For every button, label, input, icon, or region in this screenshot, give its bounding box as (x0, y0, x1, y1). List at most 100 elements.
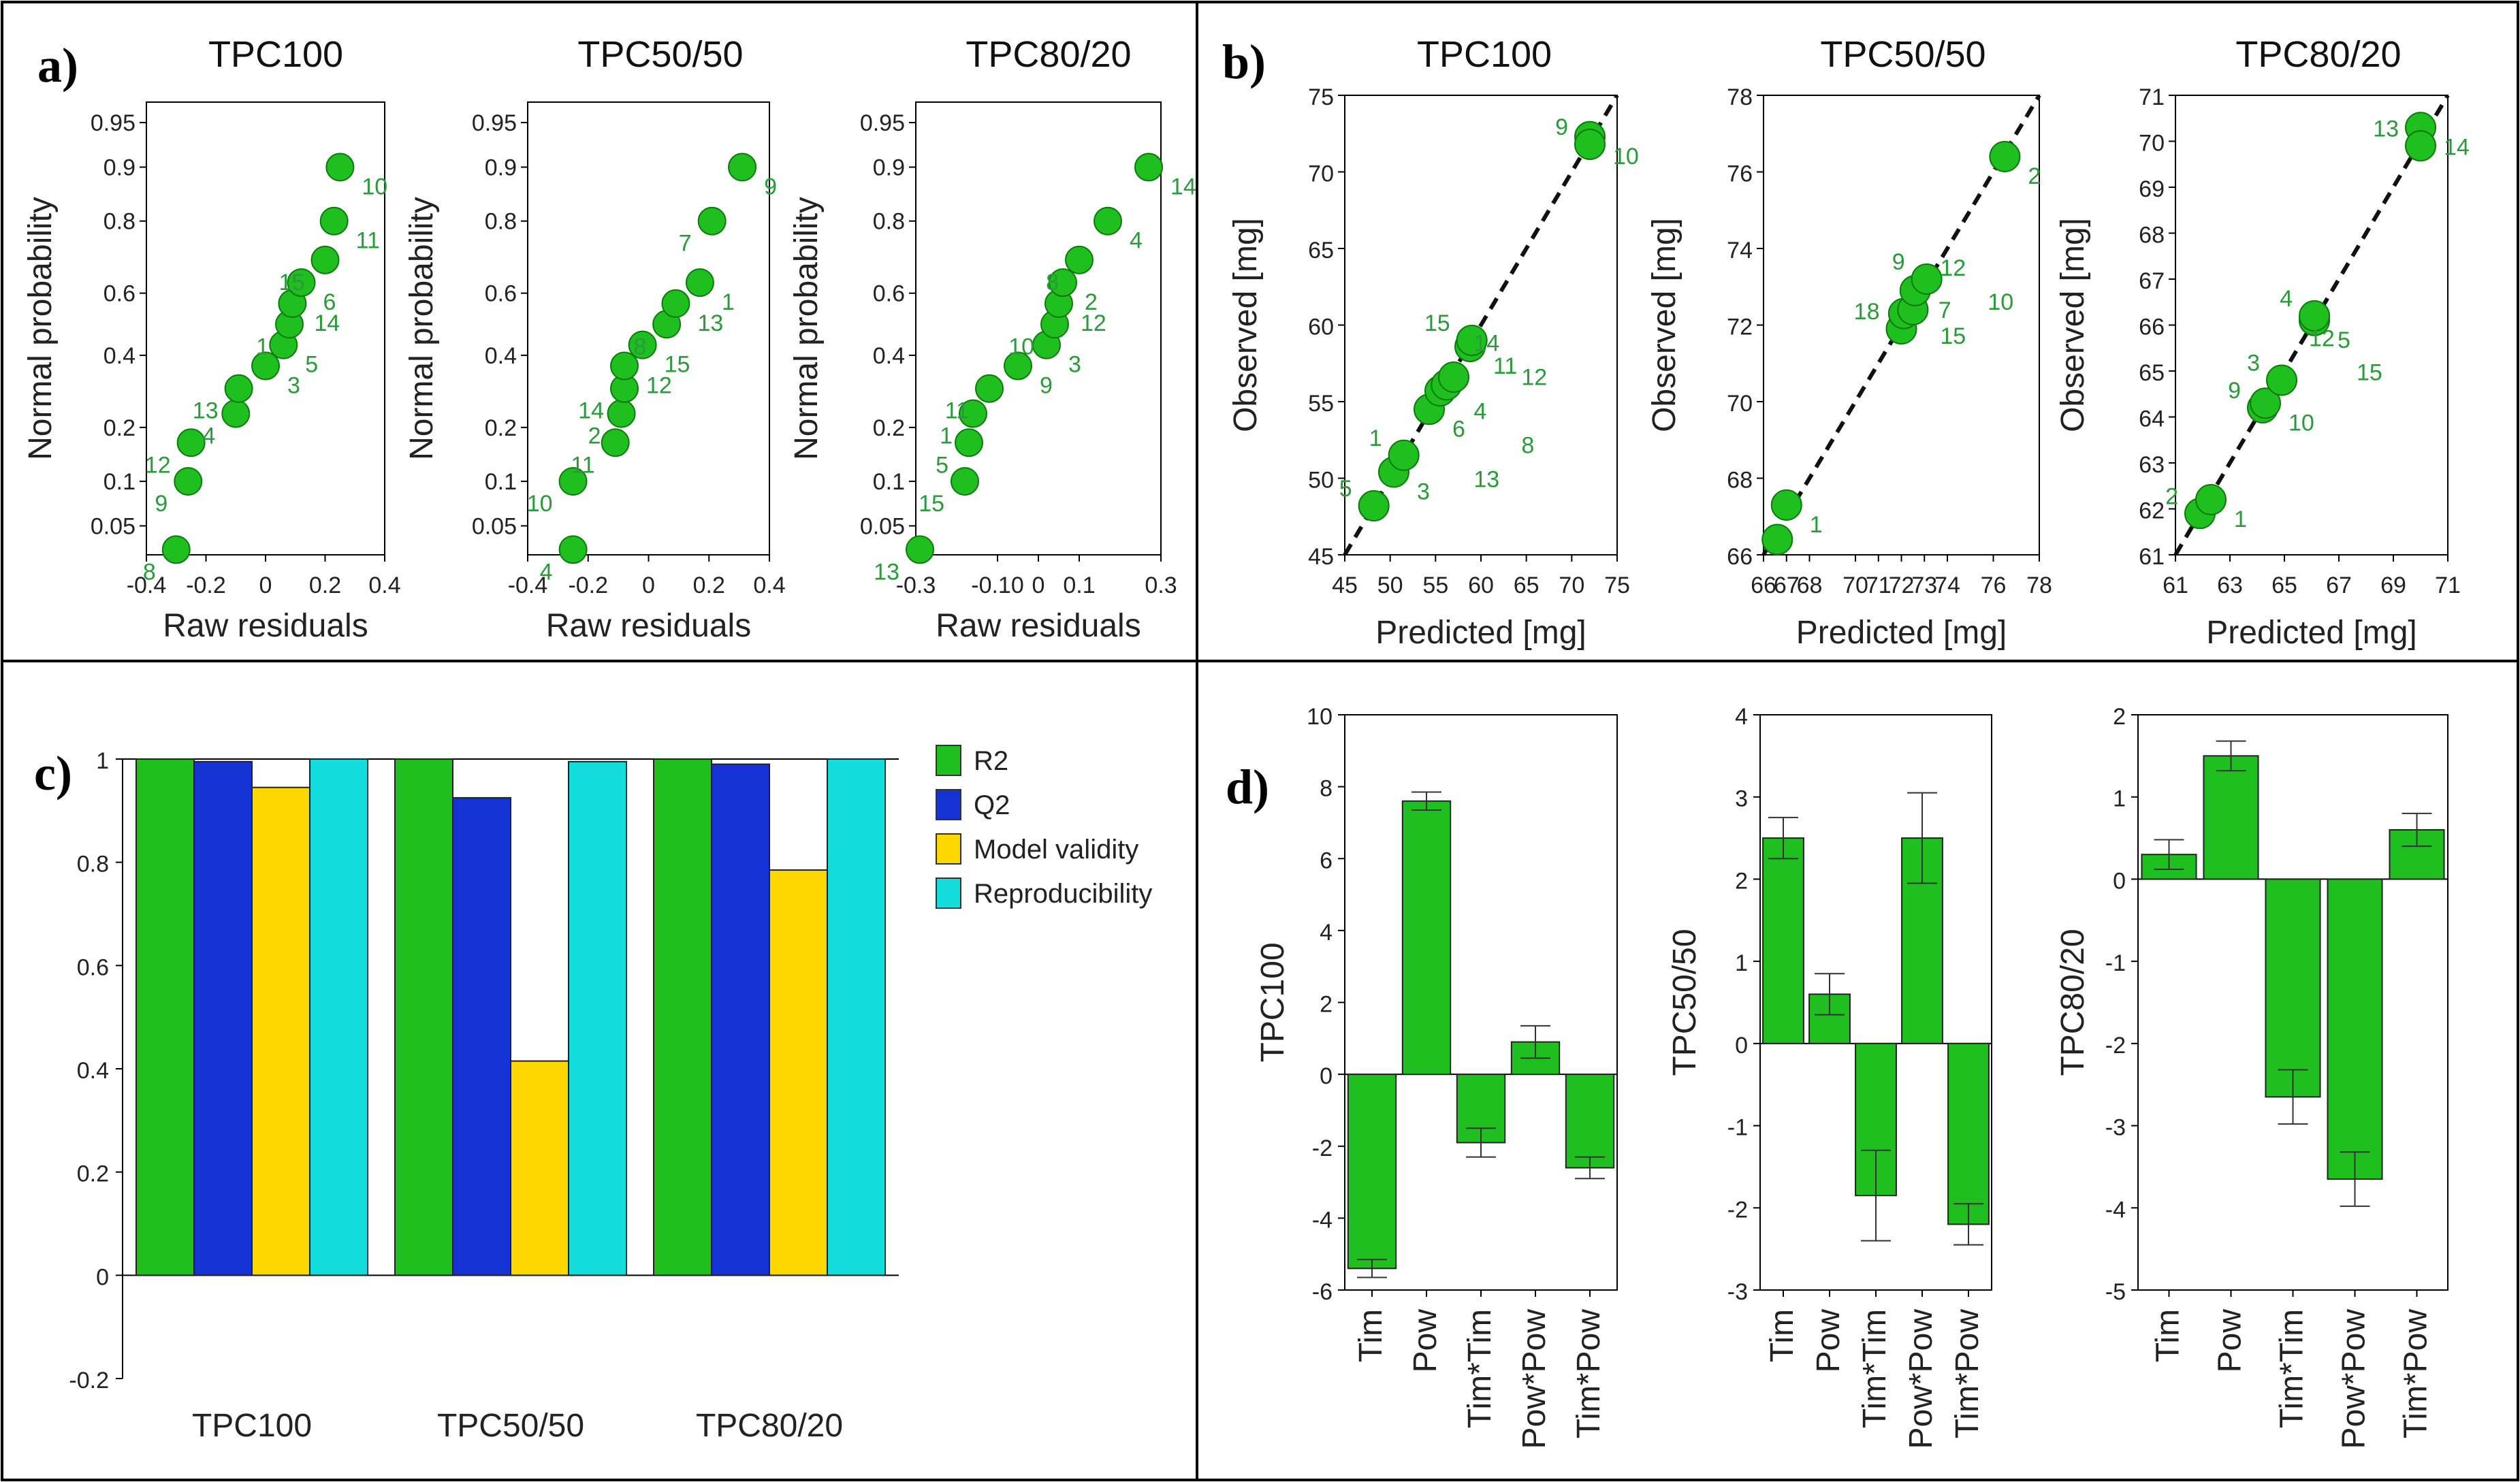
point-label: 10 (2288, 410, 2314, 436)
data-point (628, 330, 657, 359)
y-tick-label: 75 (1308, 84, 1334, 110)
bar-reproducibility (309, 758, 368, 1276)
y-tick-label: 2 (1320, 992, 1333, 1018)
point-annotation: 15 (2357, 360, 2382, 386)
panel-label-d: d) (1226, 760, 1269, 814)
data-point (1065, 245, 1094, 274)
title-b-tpc8020: TPC80/20 (2235, 34, 2401, 75)
y-tick-label: 0.9 (485, 155, 517, 181)
data-point (1004, 351, 1032, 381)
x-axis-label: Predicted [mg] (1375, 615, 1586, 651)
point-label: 15 (279, 270, 305, 295)
y-tick-label: 66 (1727, 544, 1753, 570)
legend-label: Q2 (974, 790, 1010, 820)
y-axis-label: TPC100 (1255, 942, 1291, 1062)
point-label: 7 (679, 231, 692, 257)
x-category-label: TPC100 (192, 1408, 312, 1444)
point-label: 8 (1046, 270, 1059, 295)
x-category-label: TPC50/50 (437, 1408, 584, 1444)
coef-d2: -3 -2 -1 0 1 2 3 4 TPC50/50 Tim Pow Tim*Tim Pow*Pow T… (1667, 704, 1992, 1449)
x-tick-label: 78 (2026, 573, 2052, 598)
point-label: 1 (256, 334, 269, 359)
x-tick-label: 0.4 (368, 573, 400, 598)
coefficient-bar (2327, 878, 2383, 1180)
x-tick-label: -0.2 (186, 573, 226, 598)
x-tick-label: 0 (642, 573, 655, 598)
legend-label: Reproducibility (974, 879, 1152, 909)
x-tick-label: 0.1 (1063, 573, 1095, 598)
point-label: 10 (527, 491, 553, 517)
y-axis-label: Normal probability (404, 197, 440, 460)
x-tick-label: 74 (1934, 573, 1960, 598)
ovp-b3: 61 62 63 64 65 66 67 68 69 70 71 61 63 65 67 69 71 Predic… (2055, 84, 2470, 651)
point-annotation: 12 (2309, 326, 2335, 352)
y-tick-label: 63 (2139, 452, 2165, 478)
data-point (2405, 130, 2436, 162)
data-point (955, 428, 983, 457)
point-label: 9 (1892, 249, 1905, 275)
charts-layer: 0.050.10.20.40.60.80.90.95-0.4 -0.2 0 0.2 0.… (22, 84, 2470, 1449)
error-bar (1861, 1149, 1891, 1242)
data-point (951, 467, 979, 496)
y-tick-label: 0.6 (103, 281, 135, 307)
panel-d-frame (1196, 660, 2519, 1481)
y-tick-label: 0 (96, 1264, 109, 1290)
x-tick-label: 0.3 (1145, 573, 1177, 598)
data-point (1094, 206, 1122, 236)
data-point (607, 399, 636, 428)
coefficient-bar (1401, 800, 1452, 1076)
point-label: 10 (1613, 144, 1639, 170)
error-bar (2402, 812, 2432, 848)
x-axis-label: Raw residuals (936, 608, 1141, 644)
data-point (610, 351, 639, 381)
point-label: 9 (764, 174, 777, 200)
bar-model-validity (769, 869, 828, 1276)
y-tick-label: 1 (2113, 786, 2126, 812)
x-tick-label: 0.2 (309, 573, 341, 598)
bar-q2 (711, 763, 770, 1276)
error-bar (1411, 791, 1441, 811)
y-tick-label: -4 (2105, 1197, 2126, 1223)
point-label: 4 (1130, 228, 1143, 254)
x-tick-label: 60 (1468, 573, 1494, 598)
x-tick-label: 71 (2435, 573, 2461, 598)
y-tick-label: 1 (1735, 950, 1748, 976)
y-tick-label: -2 (1727, 1197, 1748, 1223)
x-tick-label: 0.4 (753, 573, 785, 598)
y-axis-label: Normal probability (22, 197, 59, 460)
point-label: 3 (1417, 479, 1430, 505)
y-axis-label: TPC80/20 (2055, 929, 2091, 1076)
y-axis-label: Normal probability (788, 197, 825, 460)
y-tick-label: 3 (1735, 786, 1748, 812)
y-tick-label: 4 (1320, 920, 1333, 946)
title-a-tpc5050: TPC50/50 (577, 34, 743, 75)
x-tick-label: 67 (2326, 573, 2352, 598)
y-tick-label: 0.8 (103, 209, 135, 235)
point-annotation: 15 (1940, 323, 1966, 349)
y-tick-label: 2 (1735, 868, 1748, 894)
point-label: 3 (2247, 351, 2260, 376)
npp-a3: 0.05 0.1 0.2 0.4 0.6 0.8 0.9 0.95 -0.3 -0.10 0 0.1 0… (788, 101, 1196, 644)
error-bar (2154, 839, 2184, 870)
point-label: 4 (540, 559, 553, 585)
point-annotation: 12 (1521, 364, 1547, 390)
point-label: 12 (646, 372, 672, 398)
coefficient-bar (2265, 878, 2321, 1098)
point-label: 4 (202, 423, 215, 449)
y-tick-label: -5 (2105, 1279, 2126, 1305)
panel-label-a: a) (37, 38, 78, 93)
data-point (697, 206, 727, 236)
x-axis-label: Raw residuals (546, 608, 751, 644)
data-point (601, 428, 630, 457)
x-tick-label: 50 (1377, 573, 1403, 598)
y-tick-label: 64 (2139, 406, 2165, 432)
y-tick-label: 2 (2113, 704, 2126, 730)
x-category-label: Pow (2212, 1309, 2248, 1373)
point-label: 9 (2228, 378, 2241, 404)
point-label: 5 (2338, 327, 2350, 353)
point-label: 1 (940, 423, 953, 449)
y-tick-label: 62 (2139, 498, 2165, 524)
point-label: 14 (1170, 174, 1196, 200)
y-tick-label: 0.05 (860, 514, 905, 540)
